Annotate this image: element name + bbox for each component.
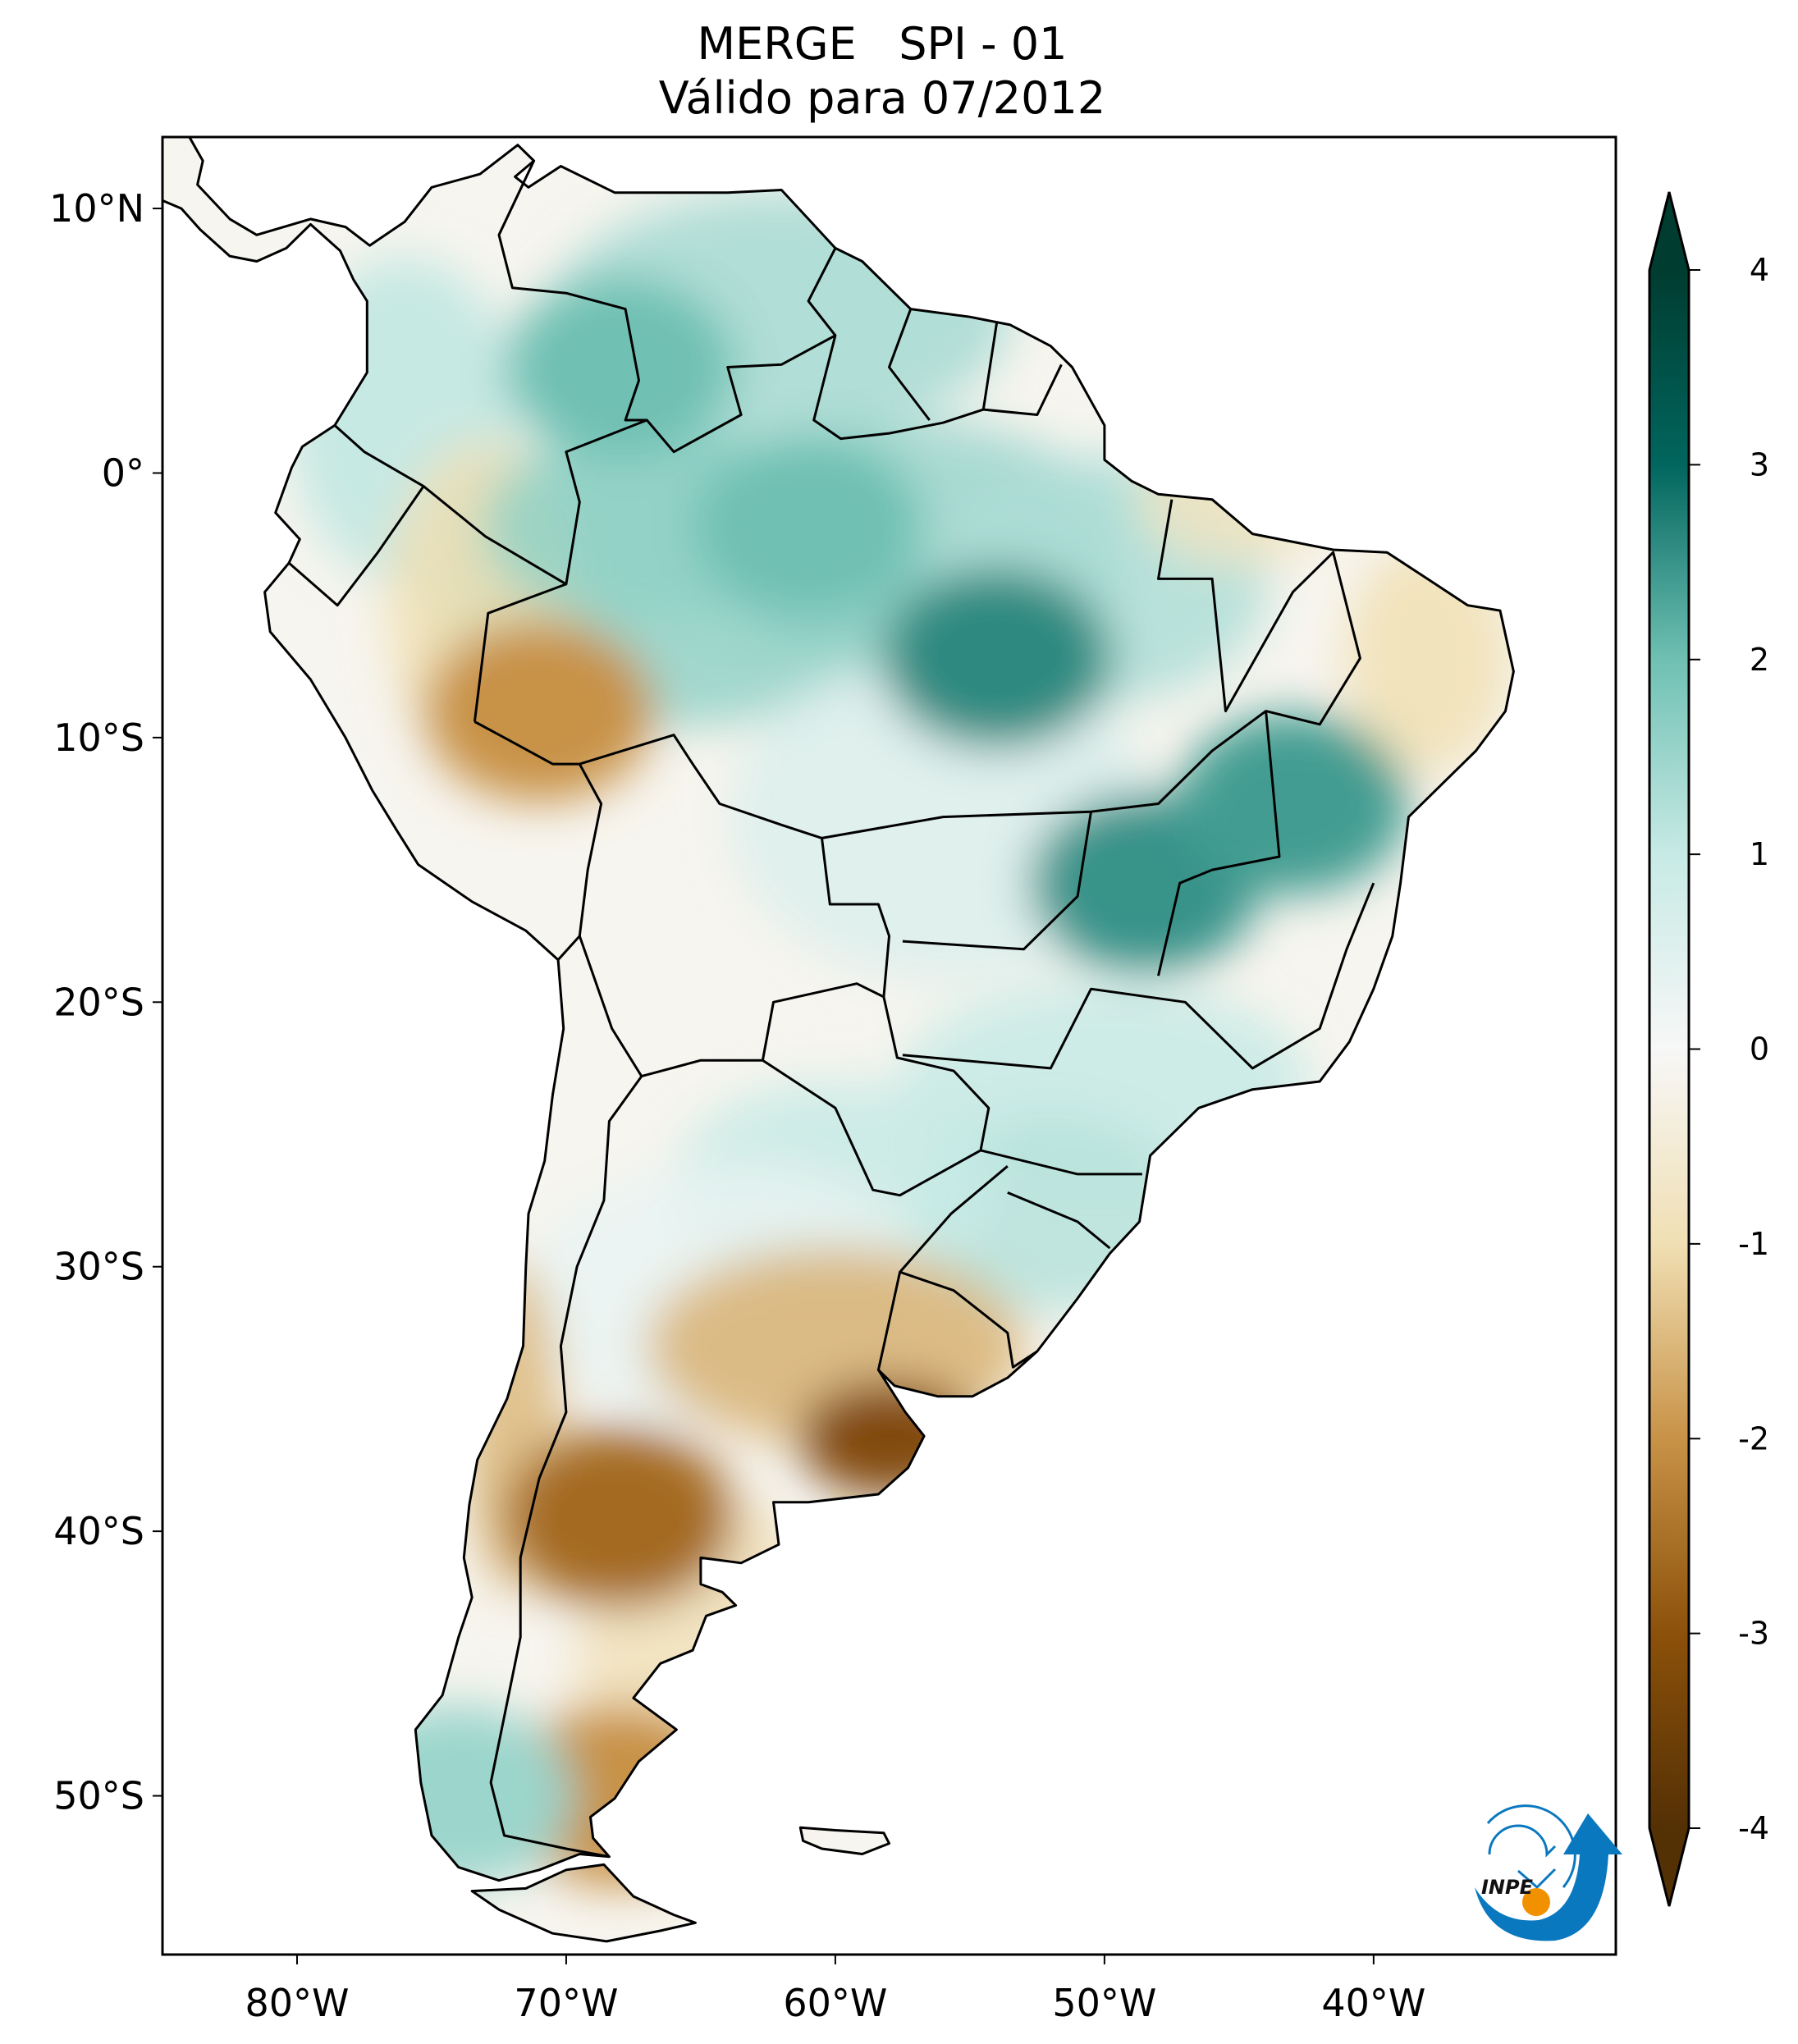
x-tick-label: 60°W	[783, 1981, 887, 2025]
y-tick-label: 0°	[102, 450, 144, 495]
spi-region	[505, 1428, 735, 1609]
border-line	[288, 424, 425, 607]
falklands-coast	[798, 1826, 890, 1855]
border-line	[902, 882, 1375, 1070]
map-title: MERGE SPI - 01	[697, 18, 1068, 70]
x-tick-label: 80°W	[245, 1981, 349, 2025]
y-tick-label: 50°S	[53, 1774, 144, 1818]
border-line	[497, 160, 647, 422]
border-line	[473, 334, 1063, 722]
map-area	[161, 135, 1515, 1943]
colorbar-tick-label: -2	[1738, 1420, 1769, 1456]
border-line	[423, 485, 567, 586]
border-line	[474, 720, 603, 961]
axes: 80°W 70°W 60°W 50°W 40°W 10°N 0° 10°S 20°S 30°S 40…	[49, 186, 1425, 2025]
colorbar-tick-label: 1	[1750, 836, 1769, 872]
sun-dot-icon	[1522, 1888, 1550, 1916]
spi-region	[1178, 713, 1408, 894]
y-tick-label: 40°S	[53, 1509, 144, 1553]
y-tick-label: 10°N	[49, 186, 144, 231]
spi-region	[881, 568, 1112, 749]
x-tick-label: 70°W	[514, 1981, 618, 2025]
tierra-del-fuego-coast	[470, 1863, 697, 1943]
map-subtitle: Válido para 07/2012	[658, 72, 1106, 124]
inpe-logo: INPE	[1475, 1804, 1622, 1941]
colorbar-tick-label: 2	[1750, 642, 1769, 678]
colorbar-tick-label: -1	[1738, 1226, 1769, 1262]
map-frame	[161, 135, 1617, 1956]
y-tick-label: 10°S	[53, 716, 144, 760]
colorbar-tick-label: 4	[1750, 252, 1769, 288]
spi-region	[424, 620, 655, 802]
spi-region	[505, 277, 735, 458]
spi-field	[162, 137, 1514, 1941]
border-line	[899, 1270, 1038, 1369]
border-line	[579, 734, 890, 998]
border-line	[888, 309, 931, 421]
colorbar-tick-label: -4	[1738, 1810, 1769, 1846]
border-line	[821, 499, 1361, 839]
colorbar-tick-label: -3	[1738, 1616, 1769, 1652]
colorbar-gradient	[1649, 270, 1689, 1828]
spi-region	[798, 1381, 980, 1497]
colorbar-extend-max	[1649, 192, 1689, 270]
y-tick-label: 30°S	[53, 1245, 144, 1289]
border-line	[641, 982, 991, 1197]
logo-text: INPE	[1481, 1876, 1534, 1899]
border-line	[1157, 711, 1281, 976]
border-line	[981, 322, 999, 410]
coastline	[161, 135, 1515, 1882]
x-tick-label: 50°W	[1052, 1981, 1156, 2025]
colorbar-extend-min	[1649, 1828, 1689, 1906]
border-line	[1007, 1191, 1111, 1250]
colorbar: 4 3 2 1 0 -1 -2 -3 -4	[1648, 191, 1769, 1907]
colorbar-tick-label: 3	[1750, 446, 1769, 482]
y-tick-label: 20°S	[53, 980, 144, 1024]
colorbar-tick-label: 0	[1750, 1031, 1769, 1068]
spi-region	[343, 1705, 574, 1886]
border-line	[980, 1149, 1142, 1176]
border-line	[807, 247, 837, 336]
border-line	[902, 811, 1092, 951]
x-tick-label: 40°W	[1321, 1981, 1425, 2025]
spi-region	[693, 435, 924, 616]
border-line	[489, 935, 643, 1859]
